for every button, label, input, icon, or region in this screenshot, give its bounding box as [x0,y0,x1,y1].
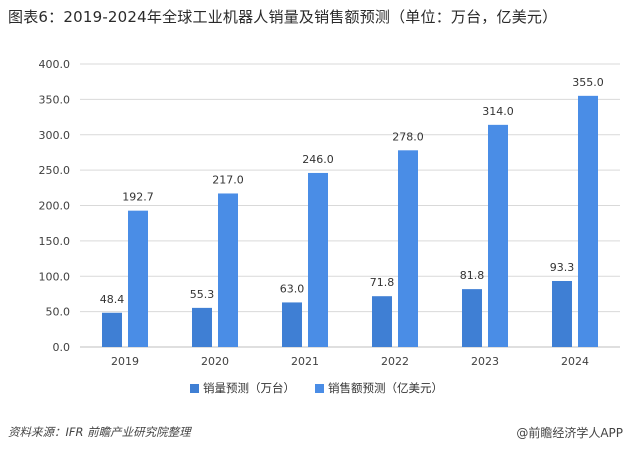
app-credit-text: @前瞻经济学人APP [516,426,623,440]
legend-item-sales-volume: 销量预测（万台） [190,380,295,396]
bar-sales-volume [282,302,302,347]
y-tick-label: 150.0 [39,235,71,248]
app-credit: @前瞻经济学人APP [516,424,623,441]
y-tick-label: 200.0 [39,200,71,213]
x-tick-label: 2024 [561,355,589,368]
y-tick-label: 250.0 [39,164,71,177]
bar-sales-volume [102,312,122,347]
x-tick-label: 2020 [201,355,229,368]
data-label-sales-volume: 48.4 [100,293,125,306]
x-tick-label: 2019 [111,355,139,368]
data-label-sales-volume: 71.8 [370,276,395,289]
data-label-sales-volume: 93.3 [550,261,575,274]
legend-item-sales-revenue: 销售额预测（亿美元） [315,380,443,396]
bar-sales-revenue [308,172,328,347]
y-tick-label: 350.0 [39,93,71,106]
legend-swatch-sales-revenue [315,383,324,393]
data-label-sales-volume: 81.8 [460,269,485,282]
source-note: 资料来源：IFR 前瞻产业研究院整理 [8,425,191,439]
data-label-sales-volume: 63.0 [280,282,305,295]
bar-sales-volume [372,296,392,347]
data-label-sales-revenue: 192.7 [122,191,154,204]
bar-sales-revenue [398,150,418,347]
data-label-sales-revenue: 246.0 [302,153,334,166]
bar-sales-volume [462,289,482,347]
y-tick-label: 300.0 [39,129,71,142]
y-tick-label: 0.0 [53,341,71,354]
data-label-sales-revenue: 314.0 [482,105,514,118]
legend-swatch-sales-volume [190,383,199,393]
x-tick-label: 2023 [471,355,499,368]
y-tick-label: 400.0 [39,58,71,71]
data-label-sales-revenue: 217.0 [212,173,244,186]
legend-label-sales-volume: 销量预测（万台） [203,381,295,395]
y-tick-label: 100.0 [39,270,71,283]
chart-title: 图表6：2019-2024年全球工业机器人销量及销售额预测（单位：万台，亿美元） [8,8,558,26]
data-label-sales-revenue: 355.0 [572,76,604,89]
bar-sales-revenue [128,210,148,347]
legend-label-sales-revenue: 销售额预测（亿美元） [328,381,443,395]
bar-sales-volume [192,307,212,347]
data-label-sales-volume: 55.3 [190,288,215,301]
y-tick-label: 50.0 [46,306,71,319]
data-label-sales-revenue: 278.0 [392,130,424,143]
x-tick-label: 2022 [381,355,409,368]
x-tick-label: 2021 [291,355,319,368]
bar-sales-revenue [488,124,508,347]
bar-sales-volume [552,280,572,347]
bar-sales-revenue [578,95,598,348]
bar-sales-revenue [218,193,238,347]
legend: 销量预测（万台） 销售额预测（亿美元） [0,379,633,397]
